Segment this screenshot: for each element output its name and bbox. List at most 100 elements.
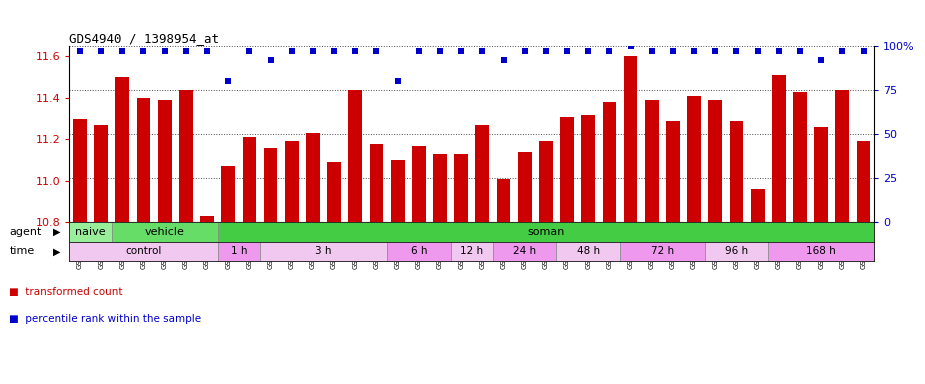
Bar: [772, 75, 785, 222]
Point: [433, 48, 448, 55]
Bar: [217, 222, 874, 242]
Bar: [69, 222, 112, 242]
Text: 48 h: 48 h: [576, 247, 599, 257]
Point: [93, 48, 108, 55]
Point: [623, 43, 638, 49]
Bar: [69, 242, 217, 261]
Text: 168 h: 168 h: [807, 247, 836, 257]
Text: 1 h: 1 h: [230, 247, 247, 257]
Text: ■  percentile rank within the sample: ■ percentile rank within the sample: [9, 314, 202, 324]
Text: ■  transformed count: ■ transformed count: [9, 287, 123, 297]
Point: [369, 48, 384, 55]
Point: [665, 48, 680, 55]
Text: ▶: ▶: [53, 227, 60, 237]
Bar: [497, 179, 511, 222]
Point: [72, 48, 87, 55]
Text: 3 h: 3 h: [315, 247, 332, 257]
Bar: [493, 242, 557, 261]
Bar: [687, 96, 701, 222]
Text: ▶: ▶: [53, 247, 60, 257]
Point: [835, 48, 850, 55]
Bar: [835, 89, 849, 222]
Bar: [769, 242, 874, 261]
Bar: [581, 114, 595, 222]
Bar: [179, 89, 192, 222]
Bar: [857, 141, 870, 222]
Point: [242, 48, 257, 55]
Point: [538, 48, 553, 55]
Bar: [242, 137, 256, 222]
Point: [771, 48, 786, 55]
Point: [793, 48, 808, 55]
Bar: [112, 222, 217, 242]
Bar: [623, 56, 637, 222]
Bar: [645, 100, 659, 222]
Text: 6 h: 6 h: [411, 247, 427, 257]
Bar: [327, 162, 341, 222]
Bar: [751, 189, 765, 222]
Bar: [137, 98, 151, 222]
Point: [857, 48, 871, 55]
Bar: [709, 100, 722, 222]
Bar: [285, 141, 299, 222]
Point: [750, 48, 765, 55]
Bar: [221, 166, 235, 222]
Text: agent: agent: [9, 227, 42, 237]
Bar: [518, 152, 532, 222]
Point: [327, 48, 341, 55]
Point: [221, 78, 236, 84]
Point: [115, 48, 130, 55]
Point: [729, 48, 744, 55]
Text: vehicle: vehicle: [144, 227, 185, 237]
Point: [814, 57, 829, 63]
Text: control: control: [125, 247, 162, 257]
Point: [136, 48, 151, 55]
Point: [412, 48, 426, 55]
Point: [645, 48, 660, 55]
Bar: [557, 242, 620, 261]
Bar: [705, 242, 769, 261]
Point: [390, 78, 405, 84]
Bar: [454, 154, 468, 222]
Bar: [200, 216, 214, 222]
Text: 72 h: 72 h: [651, 247, 674, 257]
Text: GDS4940 / 1398954_at: GDS4940 / 1398954_at: [69, 32, 219, 45]
Bar: [94, 125, 108, 222]
Point: [602, 48, 617, 55]
Bar: [73, 119, 87, 222]
Text: 24 h: 24 h: [513, 247, 536, 257]
Text: naive: naive: [75, 227, 105, 237]
Bar: [264, 148, 278, 222]
Point: [560, 48, 574, 55]
Point: [284, 48, 299, 55]
Point: [517, 48, 532, 55]
Bar: [390, 160, 404, 222]
Point: [686, 48, 701, 55]
Point: [200, 48, 215, 55]
Point: [581, 48, 596, 55]
Bar: [814, 127, 828, 222]
Bar: [620, 242, 705, 261]
Text: 96 h: 96 h: [725, 247, 748, 257]
Bar: [260, 242, 387, 261]
Bar: [217, 242, 260, 261]
Point: [454, 48, 469, 55]
Bar: [793, 92, 807, 222]
Bar: [370, 144, 383, 222]
Bar: [116, 77, 130, 222]
Bar: [349, 89, 363, 222]
Point: [179, 48, 193, 55]
Bar: [387, 242, 450, 261]
Point: [496, 57, 511, 63]
Point: [475, 48, 489, 55]
Point: [348, 48, 363, 55]
Point: [157, 48, 172, 55]
Bar: [561, 117, 574, 222]
Bar: [450, 242, 493, 261]
Bar: [475, 125, 489, 222]
Bar: [539, 141, 553, 222]
Text: time: time: [9, 247, 34, 257]
Text: 12 h: 12 h: [461, 247, 483, 257]
Bar: [158, 100, 171, 222]
Point: [263, 57, 278, 63]
